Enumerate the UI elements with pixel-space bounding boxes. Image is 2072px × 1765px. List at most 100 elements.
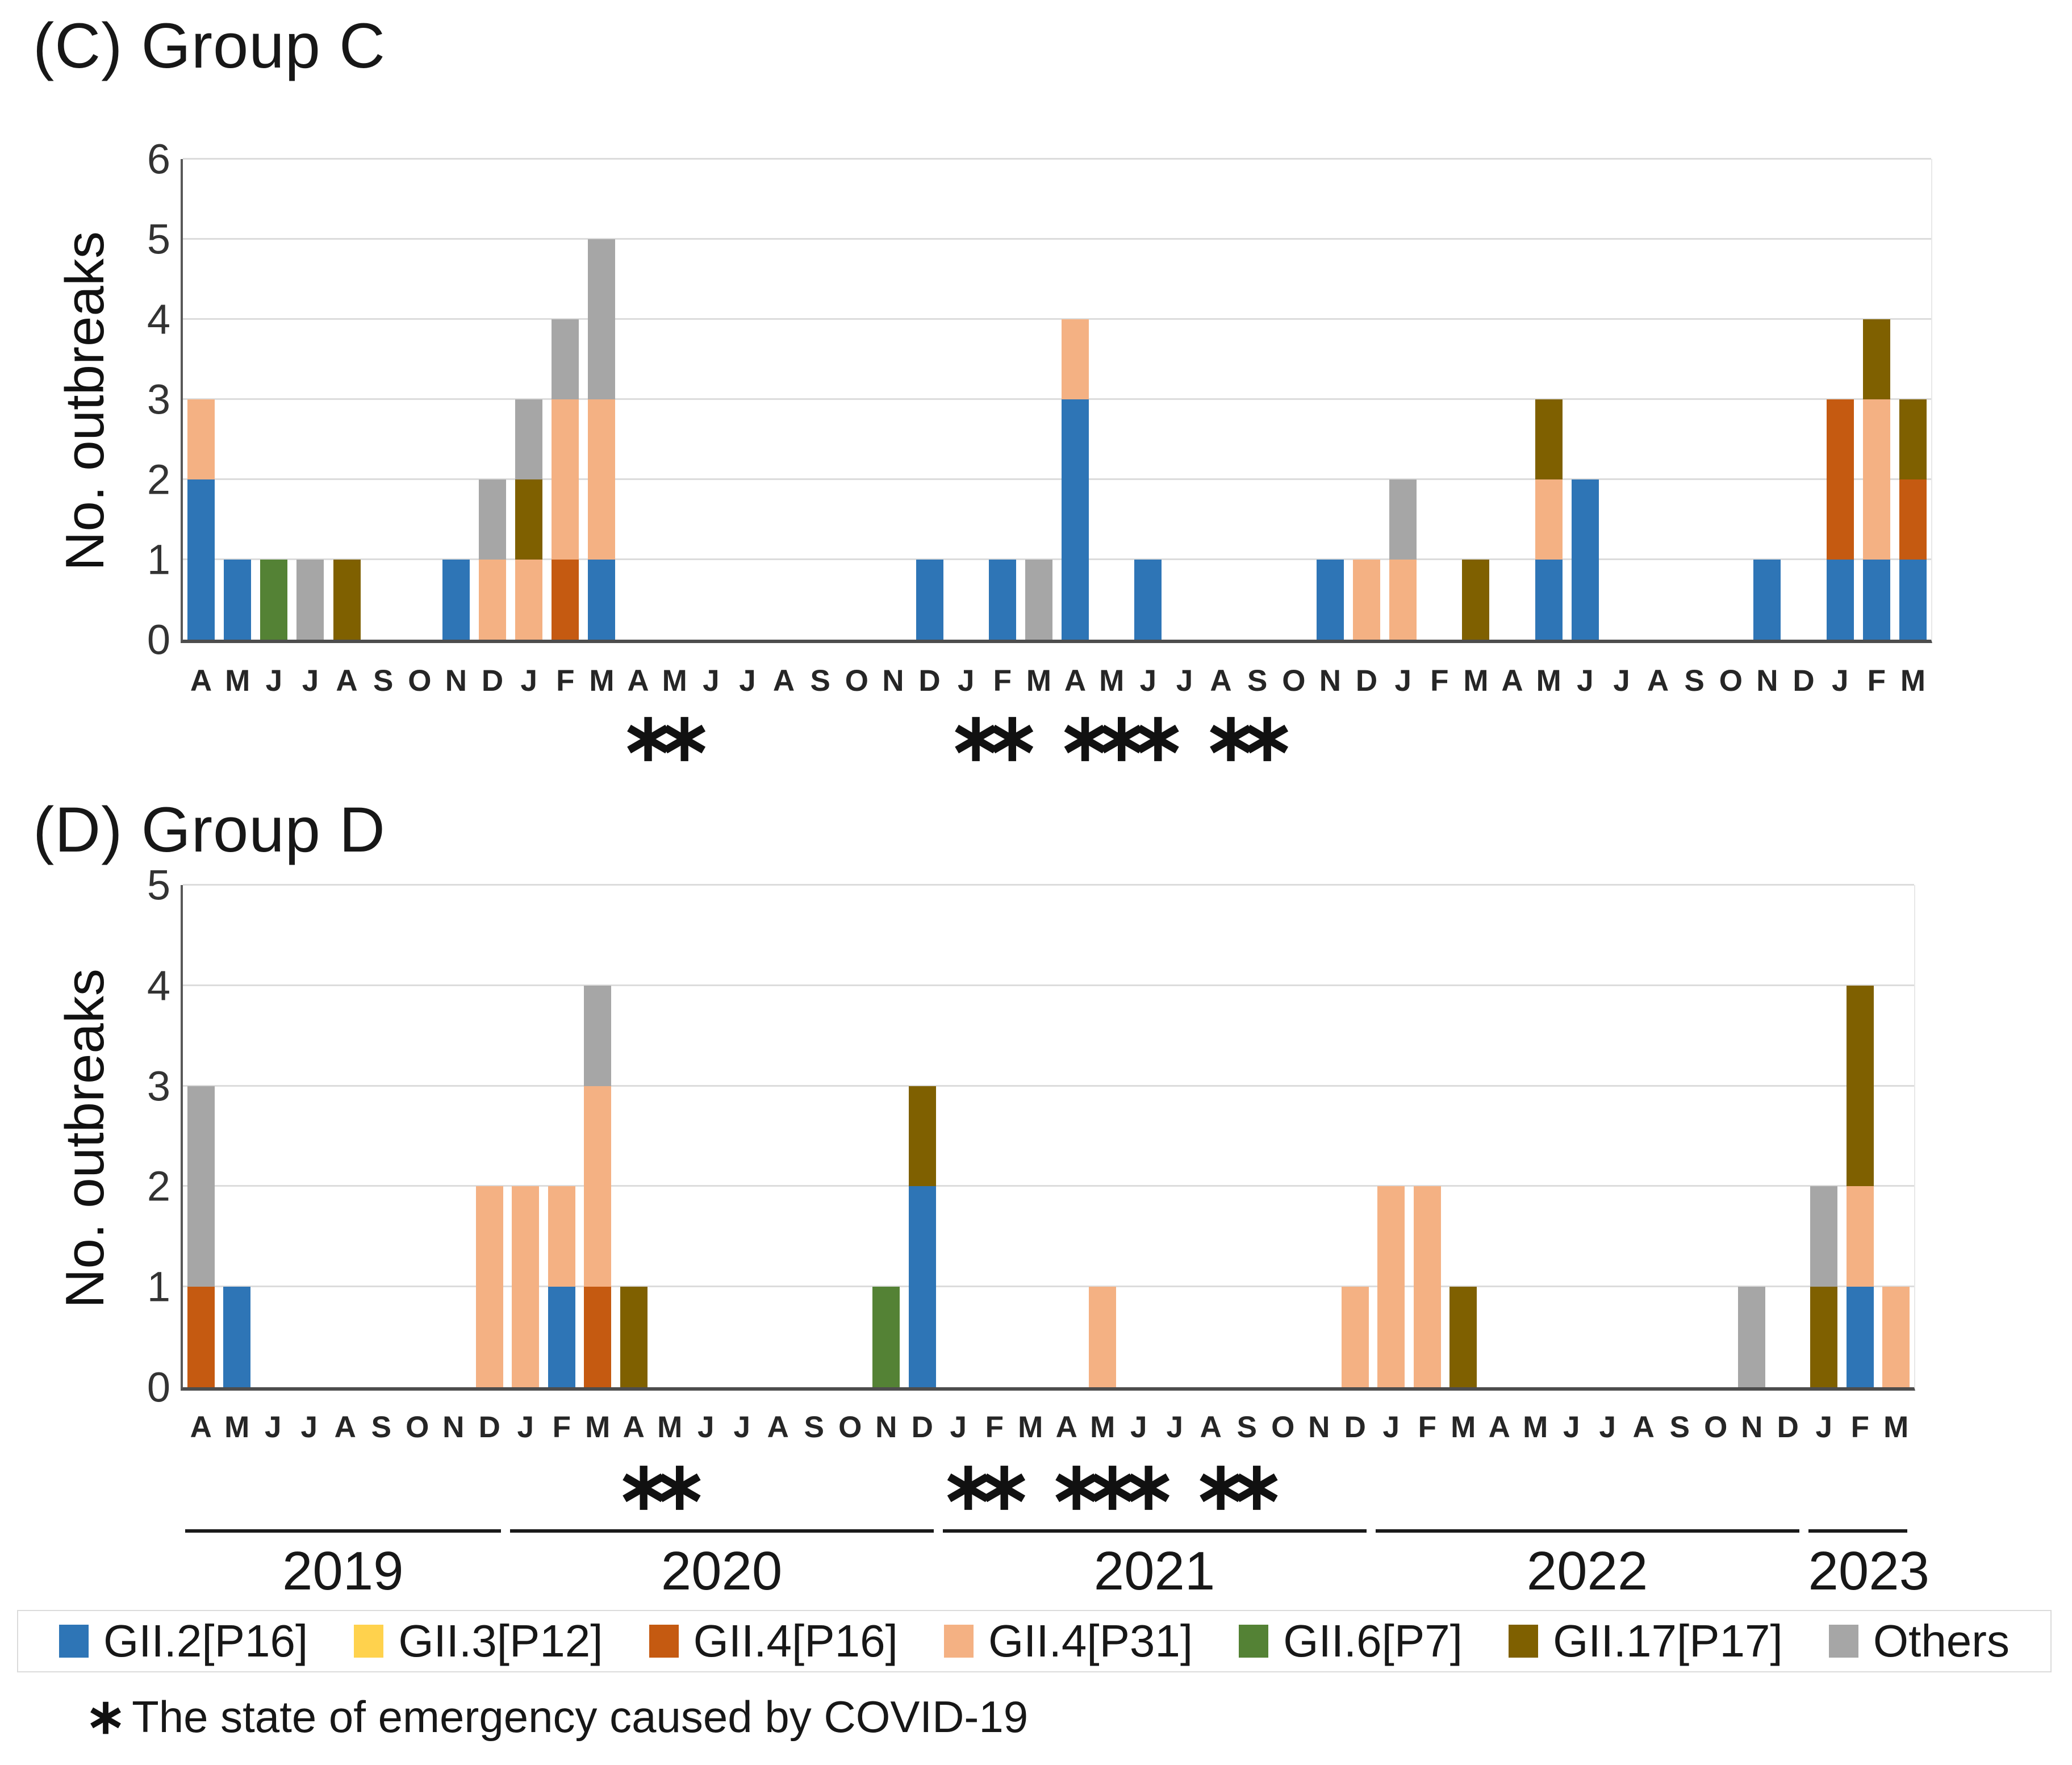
legend-swatch-icon — [59, 1625, 89, 1658]
bar-segment — [187, 1086, 215, 1287]
x-tick-label: M — [1536, 664, 1561, 698]
x-tick-label: J — [1613, 664, 1630, 698]
panel-c-title: (C) Group C — [33, 10, 386, 81]
bar-segment — [620, 1287, 648, 1387]
bar-segment — [1353, 560, 1381, 640]
x-tick-label: D — [481, 664, 504, 698]
emergency-asterisk-icon: ∗ — [1048, 1449, 1105, 1524]
x-tick-label: F — [993, 664, 1012, 698]
year-label: 2019 — [282, 1541, 404, 1601]
bar-segment — [588, 399, 616, 560]
y-tick-label: 1 — [147, 1263, 170, 1311]
x-tick-label: M — [1026, 664, 1052, 698]
bar-segment — [1389, 479, 1417, 560]
x-tick-label: N — [875, 1411, 897, 1444]
x-tick-label: O — [1271, 1411, 1295, 1444]
bar-segment — [588, 560, 616, 640]
legend-label: Others — [1873, 1616, 2010, 1666]
emergency-asterisk-icon: ∗ — [1202, 700, 1259, 775]
x-tick-label: M — [1451, 1411, 1476, 1444]
y-tick-label: 5 — [147, 861, 170, 909]
legend-item: GII.17[P17] — [1509, 1615, 1783, 1667]
gridline — [183, 478, 1931, 480]
x-tick-label: J — [1166, 1411, 1183, 1444]
legend-swatch-icon — [354, 1625, 384, 1658]
x-tick-label: J — [1139, 664, 1157, 698]
bar-segment — [1413, 1186, 1441, 1387]
x-tick-label: F — [1850, 1411, 1869, 1444]
y-tick-label: 3 — [147, 1062, 170, 1110]
x-tick-label: S — [1236, 1411, 1257, 1444]
x-tick-label: D — [918, 664, 941, 698]
bar-segment — [1846, 1287, 1874, 1387]
emergency-asterisk-icon: ∗ — [1229, 1449, 1285, 1524]
x-tick-label: J — [302, 664, 319, 698]
legend-label: GII.2[P16] — [103, 1616, 308, 1666]
bar-segment — [584, 1287, 612, 1387]
x-tick-label: M — [1090, 1411, 1116, 1444]
bar-segment — [908, 1086, 936, 1187]
bar-segment — [1882, 1287, 1910, 1387]
x-tick-label: A — [334, 1411, 356, 1444]
year-label: 2020 — [661, 1541, 783, 1601]
panel-d-title: (D) Group D — [33, 794, 386, 865]
x-tick-label: A — [767, 1411, 789, 1444]
bar-segment — [552, 560, 579, 640]
bar-segment — [1535, 399, 1563, 479]
x-tick-label: J — [733, 1411, 750, 1444]
panel-d-emergency-asterisks: ∗ ∗ ∗ ∗ ∗ ∗ ∗ ∗ ∗ — [181, 1452, 1915, 1520]
legend-label: GII.4[P16] — [693, 1616, 898, 1666]
x-tick-label: M — [1099, 664, 1125, 698]
bar-segment — [1810, 1186, 1838, 1287]
x-tick-label: F — [985, 1411, 1004, 1444]
x-tick-label: D — [1344, 1411, 1366, 1444]
y-tick-label: 4 — [147, 295, 170, 343]
year-axis-line — [185, 1529, 501, 1533]
bar-segment — [187, 399, 215, 479]
x-tick-label: O — [1719, 664, 1743, 698]
gridline — [183, 1286, 1914, 1288]
x-tick-label: O — [406, 1411, 429, 1444]
emergency-asterisk-icon: ∗ — [1084, 1449, 1141, 1524]
x-tick-label: J — [1176, 664, 1193, 698]
legend-label: GII.17[P17] — [1553, 1616, 1783, 1666]
gridline — [183, 398, 1931, 400]
emergency-asterisk-icon: ∗ — [656, 700, 713, 775]
emergency-asterisk-icon: ∗ — [1130, 700, 1187, 775]
bar-segment — [224, 560, 252, 640]
legend: GII.2[P16] GII.3[P12] GII.4[P16] GII.4[P31]… — [17, 1610, 2052, 1672]
x-tick-label: J — [265, 1411, 282, 1444]
bar-segment — [1899, 479, 1927, 560]
legend-item: GII.3[P12] — [354, 1615, 603, 1667]
emergency-asterisk-icon: ∗ — [651, 1449, 708, 1524]
bar-segment — [1316, 560, 1344, 640]
emergency-asterisk-icon: ∗ — [615, 1449, 672, 1524]
x-tick-label: M — [589, 664, 615, 698]
bar-segment — [475, 1186, 503, 1387]
legend-item: GII.4[P16] — [649, 1615, 898, 1667]
gridline — [183, 1185, 1914, 1187]
bar-segment — [1134, 560, 1162, 640]
x-tick-label: J — [957, 664, 975, 698]
x-tick-label: F — [1418, 1411, 1436, 1444]
x-tick-label: F — [1430, 664, 1449, 698]
x-tick-label: J — [517, 1411, 534, 1444]
panel-c-y-tick-labels: 0 1 2 3 4 5 6 — [97, 136, 170, 664]
x-tick-label: D — [1777, 1411, 1799, 1444]
gridline — [183, 238, 1931, 240]
x-tick-label: M — [1018, 1411, 1043, 1444]
x-tick-label: F — [1867, 664, 1886, 698]
bar-segment — [479, 560, 507, 640]
bar-segment — [1826, 560, 1854, 640]
bar-segment — [1462, 560, 1490, 640]
emergency-asterisk-icon: ∗ — [1239, 700, 1296, 775]
bar-segment — [296, 560, 324, 640]
panel-c-plot-area — [181, 158, 1932, 643]
bar-segment — [515, 560, 543, 640]
x-tick-label: M — [224, 1411, 250, 1444]
x-tick-label: A — [1488, 1411, 1510, 1444]
gridline — [183, 1084, 1914, 1087]
bar-segment — [1846, 985, 1874, 1187]
